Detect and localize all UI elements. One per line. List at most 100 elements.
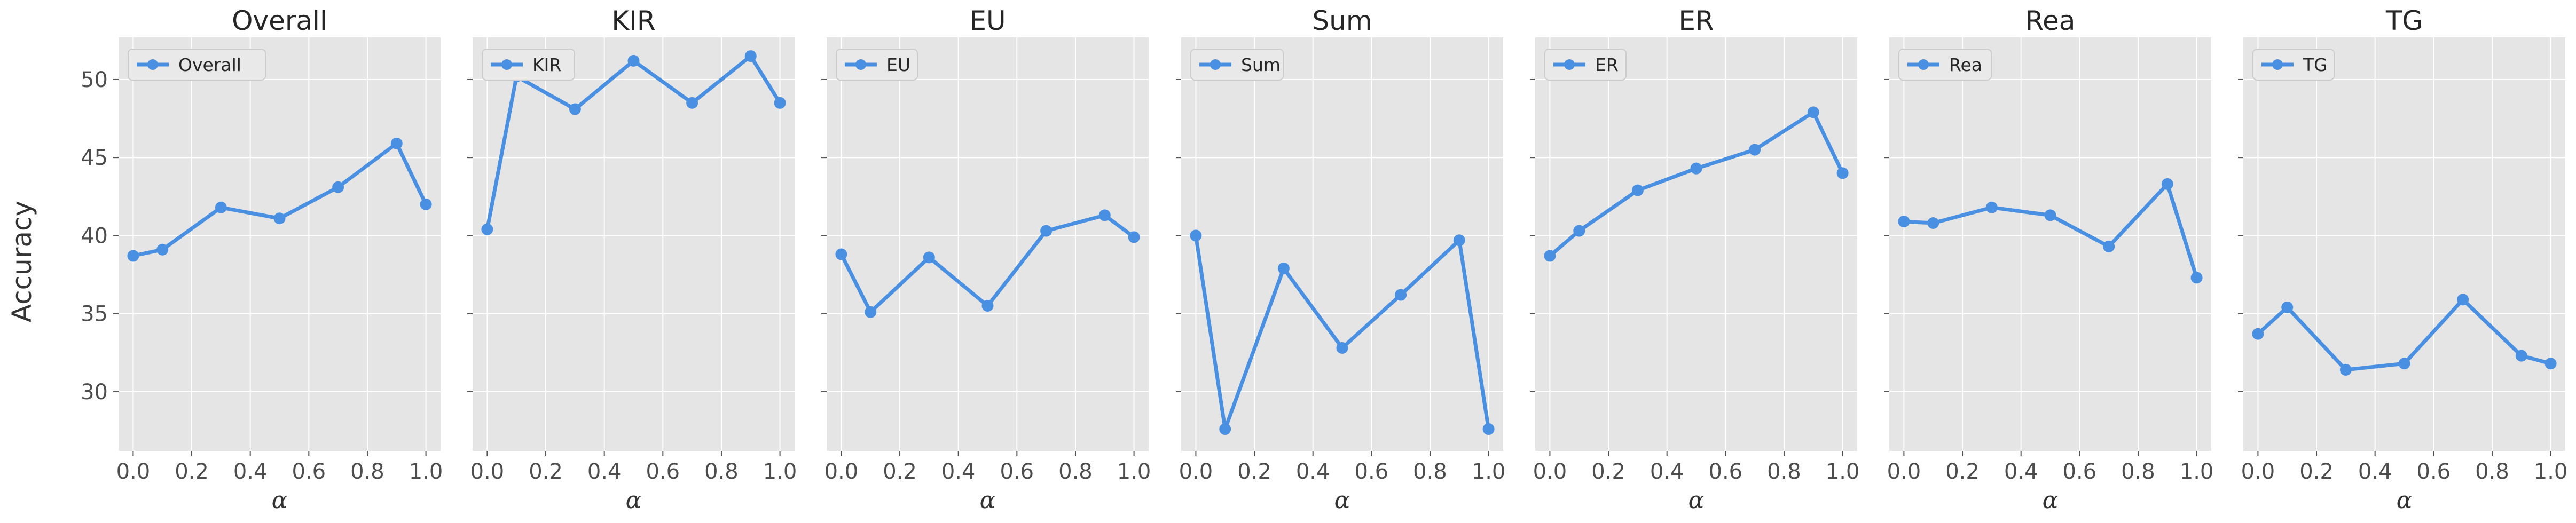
x-tick-label: 0.8	[704, 459, 739, 484]
panel-er: 0.0 0.2 0.4 0.6 0.8 1.0 ER α ER	[1530, 5, 1859, 514]
y-tick-label: 35	[81, 302, 108, 327]
legend-label: EU	[886, 54, 910, 75]
legend-label: Overall	[178, 54, 241, 75]
x-tick-label: 0.2	[1591, 459, 1625, 484]
data-point	[2103, 240, 2115, 252]
data-point	[744, 50, 757, 62]
legend-marker	[1564, 59, 1575, 70]
data-point	[390, 137, 403, 149]
x-tick-label: 0.0	[116, 459, 151, 484]
data-point	[273, 212, 286, 225]
data-point	[1573, 225, 1585, 237]
x-tick-label: 0.4	[941, 459, 976, 484]
legend-marker	[1918, 59, 1929, 70]
x-tick-label: 0.2	[883, 459, 917, 484]
data-point	[2398, 358, 2410, 370]
x-tick-label: 0.8	[350, 459, 384, 484]
data-point	[1040, 225, 1053, 237]
x-axis-label: α	[2043, 487, 2059, 514]
panel-title: Rea	[2025, 5, 2076, 36]
data-point	[156, 243, 169, 256]
x-tick-label: 1.0	[2534, 459, 2568, 484]
x-tick-label: 0.2	[1237, 459, 1271, 484]
legend-marker	[147, 59, 158, 70]
y-tick-label: 45	[81, 146, 108, 170]
x-tick-label: 0.8	[1058, 459, 1093, 484]
x-tick-label: 0.0	[1533, 459, 1567, 484]
panel-title: Overall	[232, 5, 327, 36]
x-tick-label: 0.8	[2475, 459, 2509, 484]
data-point	[2161, 178, 2173, 190]
data-point	[2457, 294, 2469, 306]
legend: Overall	[128, 49, 266, 81]
data-point	[569, 103, 581, 115]
x-tick-label: 0.4	[2358, 459, 2392, 484]
data-point	[420, 198, 432, 210]
x-tick-label: 1.0	[1117, 459, 1151, 484]
x-tick-label: 0.2	[175, 459, 209, 484]
data-point	[1836, 167, 1849, 179]
x-tick-label: 0.2	[1945, 459, 1980, 484]
panel-title: TG	[2385, 5, 2423, 36]
legend-marker	[1210, 59, 1221, 70]
panel-title: Sum	[1312, 5, 1372, 36]
x-tick-label: 0.0	[2241, 459, 2275, 484]
x-tick-label: 1.0	[1826, 459, 1860, 484]
data-point	[1190, 229, 1202, 242]
plot-background	[2243, 37, 2565, 451]
legend-box	[1190, 49, 1284, 81]
x-tick-label: 1.0	[1472, 459, 1506, 484]
legend: ER	[1544, 49, 1627, 81]
y-tick-label: 40	[81, 224, 108, 248]
data-point	[481, 223, 493, 235]
figure-ylabel: Accuracy	[6, 201, 37, 322]
data-point	[1219, 423, 1231, 435]
data-point	[2252, 328, 2264, 340]
x-tick-label: 0.6	[1709, 459, 1743, 484]
x-tick-label: 0.6	[1000, 459, 1034, 484]
plot-background	[473, 37, 795, 451]
legend-box	[1898, 49, 1992, 81]
data-point	[1749, 144, 1761, 156]
panel-rea: 0.0 0.2 0.4 0.6 0.8 1.0 Rea α Rea	[1884, 5, 2213, 514]
data-point	[1395, 289, 1407, 301]
x-axis-label: α	[980, 487, 996, 514]
data-point	[774, 97, 786, 109]
x-tick-label: 0.6	[646, 459, 680, 484]
data-point	[1482, 423, 1495, 435]
data-point	[215, 201, 227, 213]
x-tick-label: 0.8	[2121, 459, 2155, 484]
data-point	[1277, 262, 1290, 274]
x-tick-label: 0.6	[2417, 459, 2451, 484]
legend: Sum	[1190, 49, 1284, 81]
x-axis-label: α	[1688, 487, 1705, 514]
legend-marker	[501, 59, 512, 70]
data-point	[865, 306, 877, 318]
panel-sum: 0.0 0.2 0.4 0.6 0.8 1.0 Sum α Sum	[1176, 5, 1505, 514]
plot-background	[827, 37, 1149, 451]
x-tick-label: 0.8	[1413, 459, 1447, 484]
x-tick-label: 1.0	[2180, 459, 2214, 484]
x-tick-label: 1.0	[763, 459, 797, 484]
data-point	[981, 300, 994, 312]
data-point	[1690, 162, 1702, 175]
x-tick-label: 0.4	[2004, 459, 2038, 484]
data-point	[2044, 209, 2056, 221]
data-point	[1807, 106, 1819, 118]
legend-label: Rea	[1949, 54, 1982, 75]
plot-background	[1535, 37, 1857, 451]
data-point	[1098, 209, 1111, 221]
legend-label: ER	[1595, 54, 1619, 75]
x-tick-label: 0.6	[2063, 459, 2097, 484]
x-tick-label: 0.4	[1296, 459, 1330, 484]
legend: KIR	[482, 49, 575, 81]
x-axis-label: α	[272, 487, 288, 514]
legend-marker	[2272, 59, 2283, 70]
legend-label: KIR	[532, 54, 561, 75]
legend: EU	[836, 49, 918, 81]
panel-overall: 0.0 0.2 0.4 0.6 0.8 1.0 30 35 40 45 50 Overall α Over…	[81, 5, 443, 514]
data-point	[127, 250, 139, 262]
y-tick-label: 50	[81, 68, 108, 92]
legend-marker	[855, 59, 866, 70]
x-tick-label: 0.0	[1179, 459, 1213, 484]
